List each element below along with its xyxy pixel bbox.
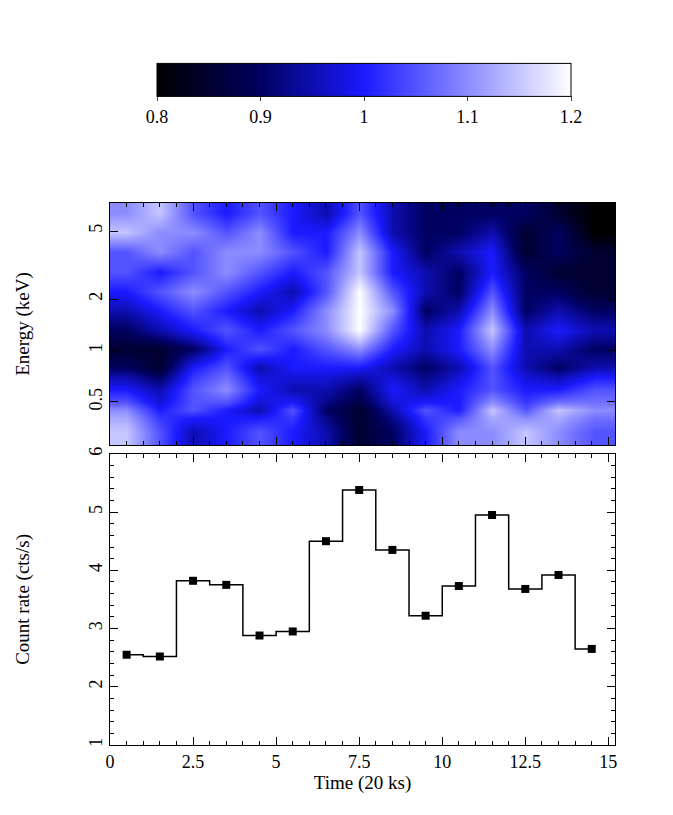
svg-text:12.5: 12.5 (510, 752, 542, 772)
svg-text:1: 1 (86, 343, 106, 352)
svg-text:Count rate (cts/s): Count rate (cts/s) (12, 534, 34, 665)
svg-text:5: 5 (86, 505, 106, 514)
svg-text:1: 1 (86, 738, 106, 747)
svg-text:5: 5 (272, 752, 281, 772)
svg-text:0.9: 0.9 (249, 107, 272, 127)
svg-text:15: 15 (599, 752, 617, 772)
svg-text:0: 0 (106, 752, 115, 772)
svg-text:7.5: 7.5 (348, 752, 371, 772)
svg-text:1: 1 (360, 107, 369, 127)
svg-text:2: 2 (86, 292, 106, 301)
svg-text:1.1: 1.1 (456, 107, 479, 127)
svg-text:Time (20 ks): Time (20 ks) (314, 772, 411, 794)
svg-text:10: 10 (433, 752, 451, 772)
svg-text:3: 3 (86, 621, 106, 630)
svg-text:Energy (keV): Energy (keV) (12, 272, 34, 376)
svg-text:1.2: 1.2 (560, 107, 583, 127)
svg-text:4: 4 (86, 563, 106, 572)
svg-text:5: 5 (86, 224, 106, 233)
svg-text:0.8: 0.8 (146, 107, 169, 127)
svg-text:2.5: 2.5 (182, 752, 205, 772)
svg-text:2: 2 (86, 680, 106, 689)
svg-text:6: 6 (86, 447, 106, 456)
svg-text:0.5: 0.5 (86, 388, 106, 411)
